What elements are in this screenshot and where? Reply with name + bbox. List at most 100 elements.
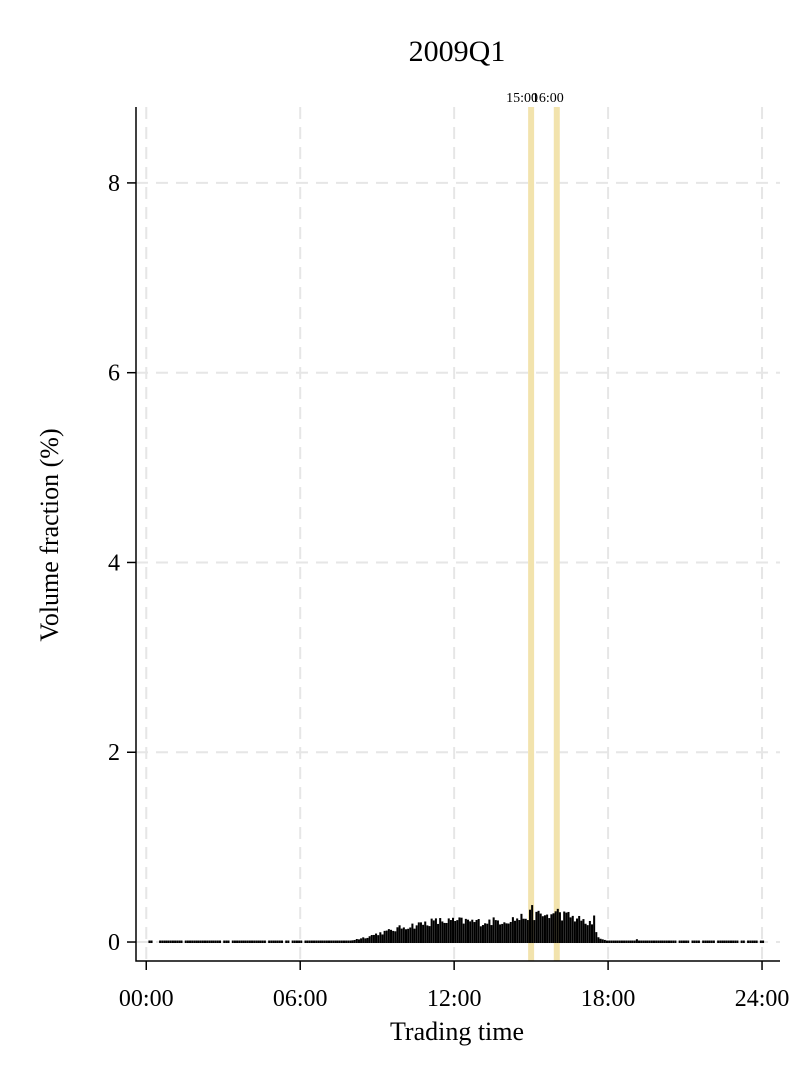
volume-bar — [377, 935, 380, 944]
grid-lines — [136, 107, 780, 961]
volume-bar — [561, 920, 564, 944]
volume-bar — [353, 939, 356, 944]
volume-bar — [657, 940, 660, 944]
volume-bar — [233, 940, 236, 944]
volume-bar — [751, 940, 754, 944]
volume-bar — [458, 917, 461, 944]
volume-bar — [189, 940, 192, 944]
volume-bar — [454, 921, 457, 944]
volume-bar — [535, 911, 538, 944]
volume-bar — [573, 921, 576, 944]
volume-bar — [295, 940, 298, 944]
volume-bar — [580, 920, 583, 944]
volume-bar — [719, 940, 722, 944]
x-tick-label: 18:00 — [581, 986, 636, 1012]
volume-bar — [685, 940, 688, 944]
volume-bar — [208, 940, 211, 944]
volume-bar — [424, 921, 427, 944]
y-tick-label: 2 — [108, 740, 120, 766]
volume-bar — [313, 940, 316, 944]
volume-bar — [300, 940, 303, 944]
volume-bar — [533, 920, 536, 944]
y-tick-label: 4 — [108, 550, 120, 576]
volume-bar — [443, 922, 446, 944]
volume-bar — [240, 940, 243, 944]
x-tick-label: 00:00 — [119, 986, 174, 1012]
volume-bar — [332, 940, 335, 944]
volume-bar — [466, 919, 470, 944]
volume-bar — [546, 914, 549, 944]
volume-bar — [308, 940, 311, 944]
volume-bar — [736, 940, 739, 944]
volume-bar — [163, 940, 166, 944]
volume-bar — [734, 940, 737, 944]
volume-bar — [691, 940, 694, 944]
volume-bar — [251, 940, 254, 944]
volume-bar — [449, 920, 452, 944]
volume-bar — [342, 940, 346, 944]
volume-bar — [325, 940, 328, 944]
volume-bar — [584, 923, 587, 944]
volume-bar — [725, 940, 728, 944]
volume-bar — [505, 923, 508, 944]
volume-bar — [238, 940, 241, 944]
volume-bar — [321, 940, 324, 944]
x-axis-ticks: 00:00 06:00 12:00 18:00 24:00 — [119, 961, 789, 1012]
volume-bar — [655, 940, 658, 944]
volume-bar — [390, 929, 393, 944]
volume-bar — [375, 933, 378, 944]
volume-bar — [582, 919, 585, 944]
volume-bar — [627, 940, 630, 944]
volume-bar — [548, 918, 551, 944]
volume-bar — [351, 940, 354, 944]
volume-bar — [216, 940, 219, 944]
volume-bar — [169, 940, 172, 944]
volume-bar — [285, 940, 288, 944]
volume-bar — [315, 940, 318, 944]
volume-bar — [597, 937, 600, 944]
volume-bar — [199, 940, 202, 944]
volume-bar — [174, 940, 177, 944]
volume-bar — [280, 940, 283, 944]
volume-bar — [404, 929, 408, 944]
volume-bar — [186, 940, 189, 944]
volume-bar — [749, 940, 752, 944]
volume-bar — [439, 918, 442, 944]
volume-bar — [667, 940, 670, 944]
volume-bar — [430, 918, 433, 944]
volume-bar — [413, 928, 416, 944]
volume-bar — [481, 925, 484, 944]
volume-bar — [464, 918, 467, 944]
volume-bar — [287, 940, 290, 944]
volume-bar — [610, 940, 613, 944]
volume-bar — [729, 940, 732, 944]
volume-bar — [710, 940, 713, 944]
volume-bar — [178, 940, 181, 944]
y-tick-label: 8 — [108, 171, 120, 197]
volume-bar — [629, 940, 632, 944]
volume-bar — [263, 940, 266, 944]
volume-bar — [210, 940, 213, 944]
volume-bar — [644, 940, 647, 944]
volume-bar — [347, 940, 350, 944]
volume-bar — [366, 937, 369, 944]
volume-bar — [349, 940, 352, 944]
volume-bar — [642, 940, 645, 944]
y-axis-label: Volume fraction (%) — [35, 428, 64, 641]
volume-bar — [554, 911, 557, 944]
volume-bar — [469, 921, 472, 944]
volume-bar — [242, 940, 245, 944]
volume-bar — [422, 924, 425, 944]
volume-bar — [180, 940, 183, 944]
volume-bar — [385, 930, 388, 944]
volume-bar — [293, 940, 296, 944]
volume-bar — [567, 911, 570, 944]
volume-bar — [195, 940, 198, 944]
volume-bar — [402, 927, 405, 944]
volume-bar — [197, 940, 200, 944]
x-tick-label: 24:00 — [735, 986, 790, 1012]
volume-bar — [167, 940, 170, 944]
volume-bar — [411, 923, 414, 944]
volume-bar — [225, 940, 228, 944]
